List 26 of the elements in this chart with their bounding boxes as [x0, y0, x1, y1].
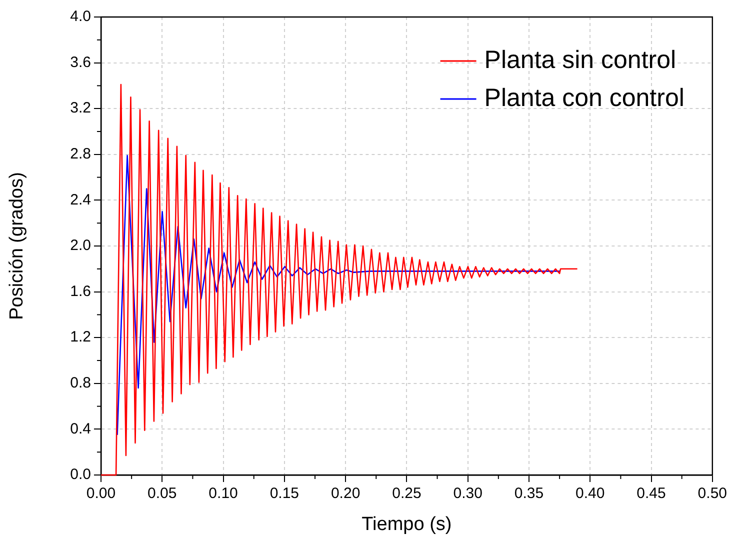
y-tick-label: 3.2: [70, 100, 91, 117]
y-tick-label: 4.0: [70, 8, 91, 26]
y-tick-label: 2.4: [70, 191, 91, 208]
y-tick-label: 3.6: [70, 54, 91, 71]
x-tick-label: 0.30: [453, 485, 482, 502]
x-tick-label: 0.15: [270, 485, 300, 502]
y-tick-label: 2.8: [70, 146, 91, 163]
y-tick-label: 1.2: [70, 328, 91, 346]
x-tick-label: 0.00: [86, 485, 116, 502]
y-tick-label: 0.8: [70, 374, 91, 392]
y-tick-label: 0.4: [70, 420, 91, 438]
y-axis-title: Posición (grados): [6, 172, 28, 320]
x-tick-label: 0.20: [330, 485, 360, 502]
x-tick-label: 0.10: [208, 485, 238, 502]
y-tick-label: 1.6: [70, 282, 91, 300]
x-axis-title: Tiempo (s): [362, 514, 452, 535]
y-tick-label: 0.0: [70, 466, 91, 484]
x-tick-label: 0.50: [698, 485, 728, 502]
x-tick-label: 0.25: [392, 485, 422, 502]
x-tick-label: 0.45: [636, 485, 666, 502]
x-tick-label: 0.35: [514, 485, 544, 502]
x-tick-label: 0.05: [148, 485, 177, 502]
x-tick-label: 0.40: [576, 485, 605, 502]
legend-label: Planta con control: [484, 84, 684, 112]
y-tick-label: 2.0: [70, 237, 91, 254]
legend-label: Planta sin control: [484, 46, 676, 74]
